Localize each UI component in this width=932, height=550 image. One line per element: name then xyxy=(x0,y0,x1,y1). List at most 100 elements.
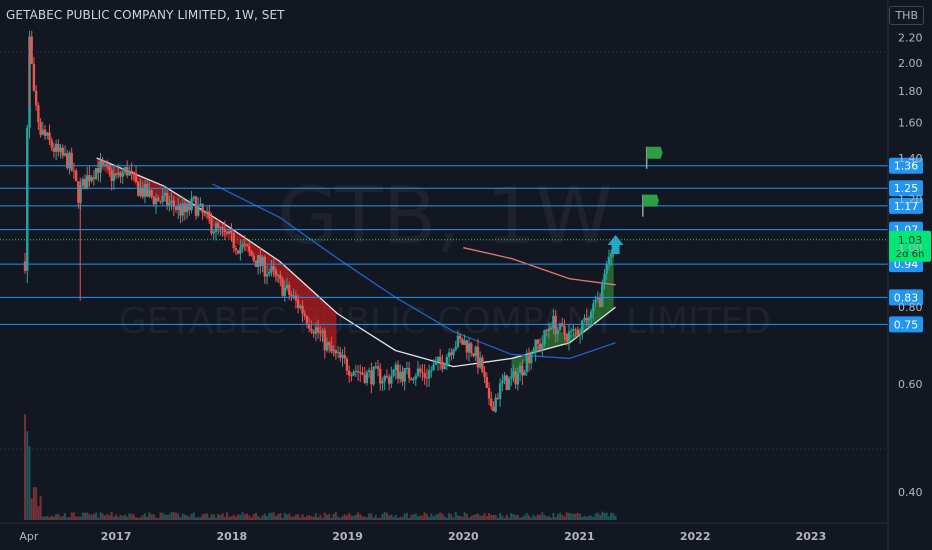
volume-bar xyxy=(270,512,273,520)
volume-bar xyxy=(301,514,304,520)
candle-body xyxy=(112,173,116,181)
candle-body xyxy=(461,339,464,345)
candle-body xyxy=(285,285,289,288)
volume-bar xyxy=(81,512,84,520)
volume-bar xyxy=(348,512,351,520)
candle-body xyxy=(201,203,204,213)
volume-bar xyxy=(521,516,524,520)
volume-bar xyxy=(310,516,313,520)
candle-body xyxy=(319,332,322,334)
candle-body xyxy=(456,335,460,347)
candle-body xyxy=(236,250,240,254)
volume-bar xyxy=(590,515,593,520)
volume-bar xyxy=(332,513,335,520)
volume-bar xyxy=(299,517,302,520)
candle-body xyxy=(516,372,520,385)
candle-body xyxy=(505,375,508,390)
volume-bar xyxy=(494,515,497,520)
candle-body xyxy=(343,355,346,359)
candle-body xyxy=(432,364,435,371)
candle-body xyxy=(101,160,104,165)
volume-bar xyxy=(277,514,280,520)
volume-bar xyxy=(254,512,257,520)
volume-bar xyxy=(405,512,408,520)
volume-bar xyxy=(357,512,360,520)
candle-body xyxy=(32,63,36,91)
volume-bars xyxy=(24,414,617,520)
volume-bar xyxy=(28,446,31,520)
volume-bar xyxy=(79,516,82,520)
volume-bar xyxy=(408,517,411,520)
candle-body xyxy=(518,365,522,373)
candle-body xyxy=(132,171,136,174)
candle-body xyxy=(81,179,84,186)
candle-body xyxy=(234,248,238,251)
volume-bar xyxy=(92,513,95,520)
volume-bar xyxy=(297,514,300,520)
candle-body xyxy=(274,269,278,276)
candle-body xyxy=(290,294,293,297)
volume-bar xyxy=(328,513,331,520)
candle-body xyxy=(538,343,542,349)
volume-bar xyxy=(359,514,362,520)
candle-body xyxy=(99,160,102,173)
candle-body xyxy=(245,244,249,247)
currency-badge[interactable]: THB xyxy=(889,6,924,25)
volume-bar xyxy=(126,516,129,520)
volume-bar xyxy=(343,514,346,520)
last-price-label: 1.03 xyxy=(898,234,923,247)
candle-body xyxy=(205,211,209,213)
moving-average-line-2 xyxy=(463,247,616,286)
candle-body xyxy=(72,170,76,172)
volume-bar xyxy=(257,516,260,520)
volume-bar xyxy=(90,514,93,520)
candle-body xyxy=(145,183,149,197)
candle-body xyxy=(103,164,107,166)
candle-body xyxy=(370,370,373,385)
volume-bar xyxy=(536,514,539,520)
volume-bar xyxy=(330,517,333,520)
volume-bar xyxy=(110,512,113,520)
candle-body xyxy=(154,198,158,205)
candle-body xyxy=(530,353,533,364)
candle-body xyxy=(361,372,364,375)
volume-bar xyxy=(139,517,142,520)
volume-bar xyxy=(559,512,562,520)
candle-body xyxy=(228,230,231,234)
volume-bar xyxy=(388,515,391,520)
volume-bar xyxy=(490,514,493,520)
candle-body xyxy=(70,152,73,171)
volume-bar xyxy=(61,515,64,520)
candle-body xyxy=(601,283,604,307)
candle-body xyxy=(276,275,280,277)
candle-body xyxy=(558,323,562,330)
candle-body xyxy=(379,368,382,384)
volume-bar xyxy=(612,513,615,520)
last-price-badge xyxy=(889,230,931,262)
candle-body xyxy=(365,372,369,383)
candle-body xyxy=(421,372,424,374)
volume-bar xyxy=(128,513,131,520)
candle-body xyxy=(259,255,262,267)
volume-bar xyxy=(194,517,197,520)
candle-body xyxy=(496,397,500,399)
volume-bar xyxy=(421,515,424,520)
candle-body xyxy=(356,371,360,373)
volume-bar xyxy=(556,514,559,520)
candle-body xyxy=(545,330,548,332)
candle-body xyxy=(445,356,449,367)
candle-body xyxy=(592,303,595,312)
candle-body xyxy=(390,375,393,384)
volume-bar xyxy=(410,514,413,520)
candle-body xyxy=(410,378,413,381)
candle-body xyxy=(598,297,602,307)
candle-body xyxy=(37,105,40,123)
volume-bar xyxy=(425,513,428,520)
y-tick-label: 0.40 xyxy=(898,486,923,499)
level-badge xyxy=(889,180,923,197)
candle-body xyxy=(210,218,213,234)
candle-body xyxy=(576,329,580,336)
volume-bar xyxy=(30,498,33,520)
